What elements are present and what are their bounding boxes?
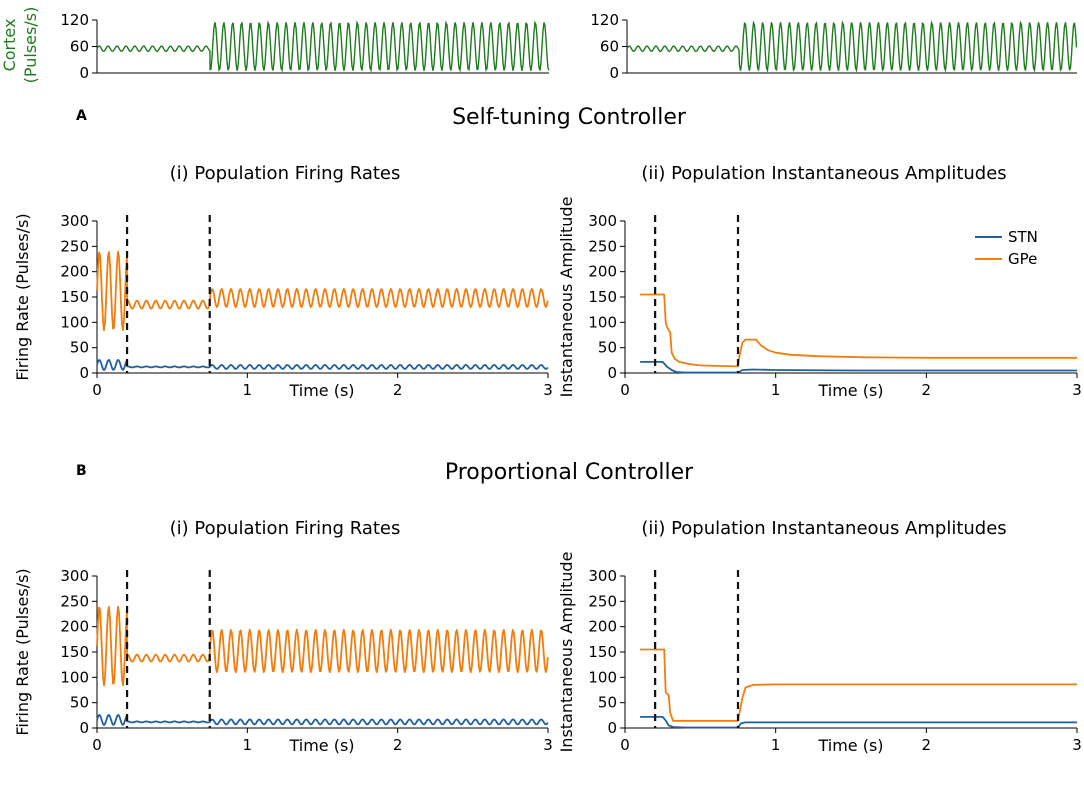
plot-b-amp-ytick-label: 250	[588, 592, 617, 610]
section-b-amp-subtitle: (ii) Population Instantaneous Amplitudes	[641, 518, 1006, 539]
plot-a-rates-ylabel: Firing Rate (Pulses/s)	[13, 213, 32, 380]
plot-a-amp-ytick-label: 0	[607, 364, 617, 382]
plot-b-rates-xtick-label: 1	[243, 736, 253, 754]
cortex-signal-line	[626, 20, 1078, 73]
plot-b-amp-ytick-label: 150	[588, 643, 617, 661]
plot-b-amp-ytick-label: 0	[607, 719, 617, 737]
plot-b-amp-xtick-label: 2	[922, 736, 932, 754]
plot-a-firing-rates: 300 250 200 150 100 50 00 1 2 3	[60, 212, 552, 399]
cortex-left-ytick-label: 0	[79, 64, 89, 82]
plot-a-rates-ytick-label: 150	[60, 288, 89, 306]
plot-a-amp-stn-line	[640, 360, 1077, 374]
plot-a-rates-xtick-label: 0	[92, 381, 102, 399]
cortex-right-ytick-label: 120	[590, 11, 619, 29]
plot-a-amp-xtick-label: 0	[620, 381, 630, 399]
plot-b-amp-gpe-line	[640, 648, 1077, 722]
plot-b-amp-ytick-label: 100	[588, 668, 617, 686]
plot-a-amp-gpe-line	[640, 293, 1077, 368]
section-b-rates-subtitle: (i) Population Firing Rates	[170, 518, 401, 539]
plot-a-rates-gpe-line	[96, 250, 549, 332]
plot-b-amp-stn-line	[640, 716, 1077, 729]
cortex-left-ytick-label: 120	[60, 11, 89, 29]
plot-b-amp-xtick-label: 3	[1072, 736, 1082, 754]
plot-b-rates-xtick-label: 2	[393, 736, 403, 754]
plot-a-amp-xtick-label: 2	[922, 381, 932, 399]
plot-b-amp-xlabel: Time (s)	[817, 736, 883, 755]
cortex-plot-right: 120 60 0	[590, 11, 1078, 82]
plot-b-rates-ytick-label: 50	[70, 694, 89, 712]
plot-a-amp-xtick-label: 1	[771, 381, 781, 399]
plot-a-amp-ytick-label: 300	[588, 212, 617, 230]
plot-a-amp-ytick-label: 200	[588, 263, 617, 281]
cortex-plot-left: 120 60 0	[60, 11, 550, 82]
plot-a-amp-xlabel: Time (s)	[817, 381, 883, 400]
plot-a-rates-ytick-label: 200	[60, 263, 89, 281]
cortex-ylabel-line1: Cortex	[0, 19, 19, 72]
legend: STN GPe	[975, 228, 1038, 268]
cortex-left-ytick-label: 60	[70, 38, 89, 56]
plot-a-rates-ytick-label: 100	[60, 313, 89, 331]
plot-b-rates-ytick-label: 100	[60, 668, 89, 686]
plot-b-rates-ytick-label: 250	[60, 592, 89, 610]
cortex-signal-line	[96, 20, 550, 73]
plot-b-amplitudes: 300 250 200 150 100 50 00 1 2 3	[588, 567, 1081, 754]
plot-b-rates-xlabel: Time (s)	[288, 736, 354, 755]
plot-b-rates-xtick-label: 3	[543, 736, 553, 754]
plot-b-rates-ytick-label: 0	[79, 719, 89, 737]
plot-a-amp-ytick-label: 250	[588, 237, 617, 255]
plot-a-amp-ytick-label: 100	[588, 313, 617, 331]
section-b-title: Proportional Controller	[445, 460, 694, 485]
legend-gpe-label: GPe	[1008, 250, 1037, 268]
plot-a-rates-ytick-label: 300	[60, 212, 89, 230]
cortex-right-ytick-label: 0	[609, 64, 619, 82]
plot-b-rates-ytick-label: 200	[60, 618, 89, 636]
plot-b-rates-stn-line	[96, 714, 549, 726]
cortex-ylabel-line2: (Pulses/s)	[21, 7, 40, 84]
plot-b-amp-ylabel: Instantaneous Amplitude	[557, 552, 576, 753]
plot-a-amplitudes: 300 250 200 150 100 50 00 1 2 3	[588, 212, 1081, 399]
plot-b-amp-ytick-label: 50	[598, 694, 617, 712]
plot-a-rates-ytick-label: 0	[79, 364, 89, 382]
section-a-amp-subtitle: (ii) Population Instantaneous Amplitudes	[641, 163, 1006, 184]
plot-a-rates-xlabel: Time (s)	[288, 381, 354, 400]
plot-a-amp-xtick-label: 3	[1072, 381, 1082, 399]
plot-a-rates-stn-line	[96, 358, 549, 371]
plot-a-rates-xtick-label: 3	[543, 381, 553, 399]
plot-a-amp-ytick-label: 50	[598, 339, 617, 357]
plot-b-amp-xtick-label: 1	[771, 736, 781, 754]
plot-b-amp-ytick-label: 200	[588, 618, 617, 636]
section-a-title: Self-tuning Controller	[452, 105, 687, 130]
section-a-letter: A	[76, 108, 87, 124]
cortex-right-ytick-label: 60	[600, 38, 619, 56]
plot-b-rates-xtick-label: 0	[92, 736, 102, 754]
plot-b-amp-xtick-label: 0	[620, 736, 630, 754]
section-b-letter: B	[76, 463, 87, 479]
plot-b-rates-ytick-label: 300	[60, 567, 89, 585]
plot-a-amp-ytick-label: 150	[588, 288, 617, 306]
plot-b-rates-ytick-label: 150	[60, 643, 89, 661]
plot-a-rates-ytick-label: 250	[60, 237, 89, 255]
plot-a-rates-xtick-label: 2	[393, 381, 403, 399]
plot-b-rates-gpe-line	[96, 605, 549, 687]
plot-b-amp-ytick-label: 300	[588, 567, 617, 585]
plot-a-rates-ytick-label: 50	[70, 339, 89, 357]
plot-b-firing-rates: 300 250 200 150 100 50 00 1 2 3	[60, 567, 552, 754]
plot-b-rates-ylabel: Firing Rate (Pulses/s)	[13, 568, 32, 735]
plot-a-rates-xtick-label: 1	[243, 381, 253, 399]
legend-stn-label: STN	[1008, 228, 1038, 246]
plot-a-amp-ylabel: Instantaneous Amplitude	[557, 197, 576, 398]
section-a-rates-subtitle: (i) Population Firing Rates	[170, 163, 401, 184]
